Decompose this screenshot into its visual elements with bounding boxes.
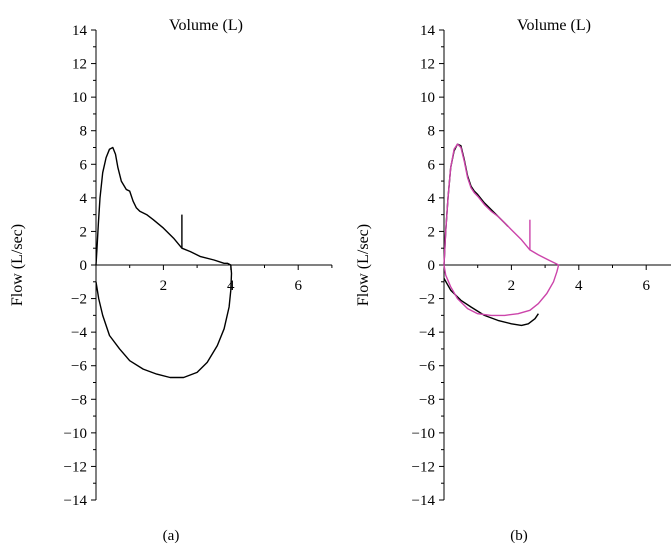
- panel-label: (b): [510, 528, 528, 544]
- y-tick-label: 10: [420, 90, 435, 106]
- panel-label: (a): [163, 528, 180, 544]
- x-axis-title: Volume (L): [169, 17, 243, 34]
- y-tick-label: 0: [80, 258, 88, 274]
- y-tick-label: 2: [428, 224, 436, 240]
- series-line-2: [443, 143, 560, 317]
- x-tick-label: 4: [575, 278, 583, 294]
- y-tick-label: −6: [419, 359, 435, 375]
- y-tick-label: 4: [80, 191, 88, 207]
- x-tick-label: 6: [294, 278, 302, 294]
- y-tick-label: 14: [420, 23, 436, 39]
- y-tick-label: −4: [71, 325, 87, 341]
- y-tick-label: −12: [412, 459, 435, 475]
- y-tick-label: −8: [71, 392, 87, 408]
- y-tick-label: 6: [428, 157, 436, 173]
- y-tick-label: −10: [412, 426, 435, 442]
- x-tick-label: 6: [642, 278, 650, 294]
- y-tick-label: −2: [71, 292, 87, 308]
- y-tick-label: −8: [419, 392, 435, 408]
- y-tick-label: −10: [64, 426, 87, 442]
- y-tick-label: 14: [72, 23, 88, 39]
- x-tick-label: 2: [160, 278, 168, 294]
- y-tick-label: 4: [428, 191, 436, 207]
- y-tick-label: −14: [64, 493, 88, 509]
- x-axis-title: Volume (L): [517, 17, 591, 34]
- series-line-0: [443, 143, 509, 266]
- y-tick-label: −12: [64, 459, 87, 475]
- y-tick-label: 10: [72, 90, 87, 106]
- y-tick-label: 8: [80, 124, 88, 140]
- y-tick-label: 12: [72, 57, 87, 73]
- x-tick-label: 2: [508, 278, 516, 294]
- series-line-0: [95, 146, 233, 379]
- y-tick-label: 6: [80, 157, 88, 173]
- y-tick-label: −4: [419, 325, 435, 341]
- y-tick-label: −6: [71, 359, 87, 375]
- y-tick-label: 2: [80, 224, 88, 240]
- y-tick-label: 0: [428, 258, 436, 274]
- y-tick-label: 8: [428, 124, 436, 140]
- y-tick-label: −14: [412, 493, 436, 509]
- y-axis-title: Flow (L/sec): [355, 224, 372, 306]
- y-tick-label: −2: [419, 292, 435, 308]
- series-line-1: [443, 278, 539, 327]
- y-tick-label: 12: [420, 57, 435, 73]
- y-axis-title: Flow (L/sec): [9, 224, 26, 306]
- chart-panel-b: 14 12 10 8 6 4 2 0 −2 −4 −6 −8 −10 −12 −14 2 4 6 Volume (L…: [355, 17, 671, 544]
